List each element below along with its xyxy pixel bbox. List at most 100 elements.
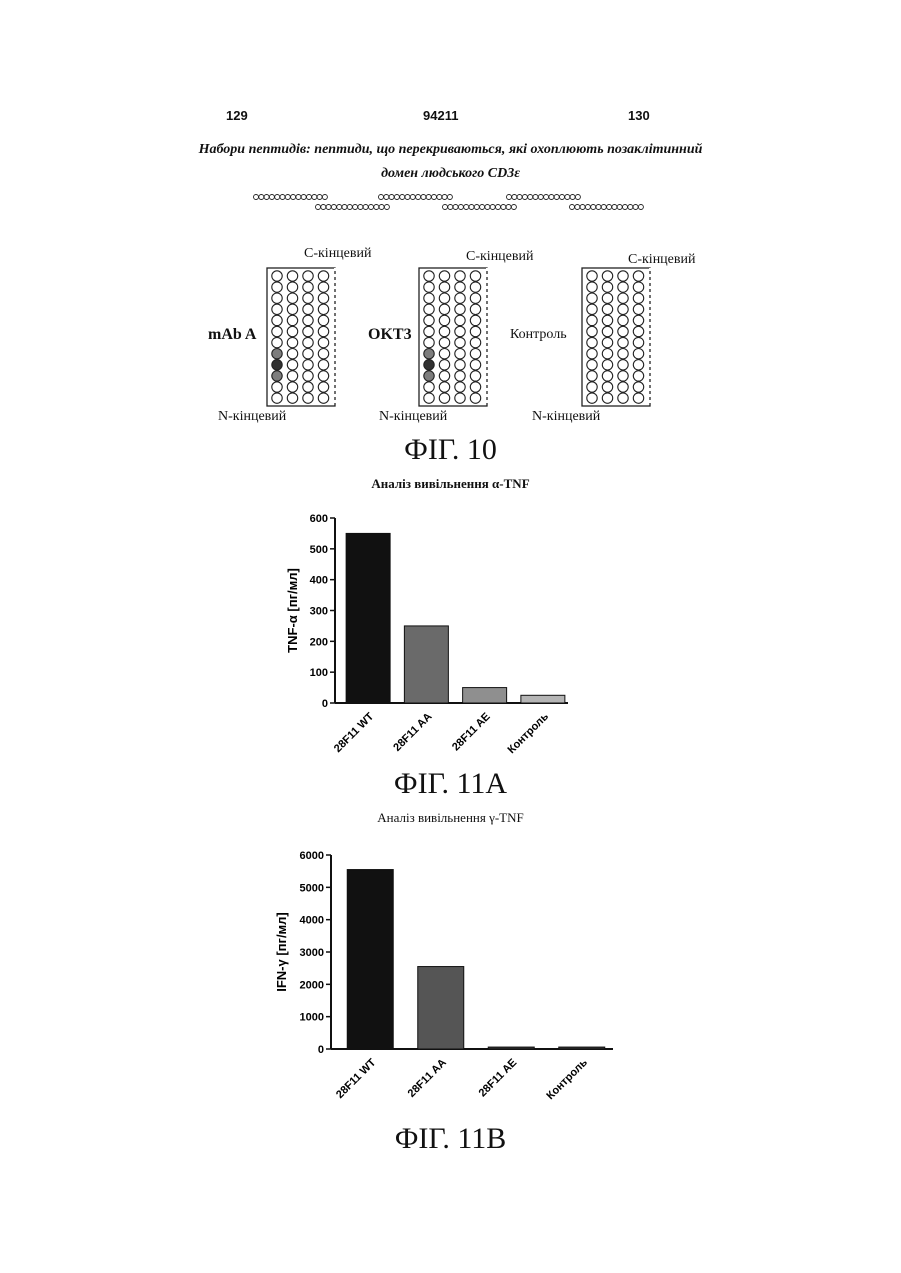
well (287, 337, 297, 347)
well (470, 271, 480, 281)
well (470, 337, 480, 347)
well (424, 393, 434, 403)
well (587, 337, 597, 347)
x-tick-label: 28F11 AA (406, 1057, 449, 1100)
well (424, 304, 434, 314)
well (470, 315, 480, 325)
well (272, 282, 282, 292)
well (287, 293, 297, 303)
plate-3-top-label: С-кінцевий (628, 252, 695, 268)
y-tick-label: 3000 (300, 947, 324, 959)
y-tick-label: 400 (310, 575, 328, 587)
well (439, 393, 449, 403)
well (602, 382, 612, 392)
y-tick-label: 1000 (300, 1012, 324, 1024)
plate-1-side-label: mAb A (208, 326, 256, 344)
positive-well (272, 349, 282, 359)
well (633, 360, 643, 370)
well (439, 349, 449, 359)
well (287, 326, 297, 336)
well (303, 371, 313, 381)
well (303, 349, 313, 359)
well (633, 326, 643, 336)
well (455, 393, 465, 403)
x-tick-label: 28F11 AE (450, 711, 493, 754)
well (602, 337, 612, 347)
well (587, 304, 597, 314)
well (633, 337, 643, 347)
well (287, 271, 297, 281)
well (424, 337, 434, 347)
positive-well (424, 371, 434, 381)
y-axis-label: IFN-γ [пг/мл] (274, 912, 289, 992)
fig11a-caption: ФІГ. 11A (0, 767, 901, 801)
fig11b-chart: 0100020003000400050006000IFN-γ [пг/мл]28… (0, 836, 901, 1126)
well (439, 382, 449, 392)
well (303, 304, 313, 314)
plate-1-top-label: С-кінцевий (304, 246, 371, 262)
well (424, 382, 434, 392)
well (318, 337, 328, 347)
well (455, 349, 465, 359)
well (318, 326, 328, 336)
y-tick-label: 500 (310, 544, 328, 556)
well (455, 326, 465, 336)
well (455, 304, 465, 314)
x-tick-label: 28F11 WT (332, 710, 377, 755)
well (587, 393, 597, 403)
well (633, 349, 643, 359)
well (602, 371, 612, 381)
y-tick-label: 300 (310, 606, 328, 618)
well (455, 293, 465, 303)
well (618, 304, 628, 314)
bar (488, 1047, 534, 1049)
well (272, 293, 282, 303)
well (602, 271, 612, 281)
fig11b-title: Аналіз вивільнення γ-TNF (0, 810, 901, 826)
well (633, 293, 643, 303)
well (455, 271, 465, 281)
bar (463, 688, 507, 703)
well (470, 382, 480, 392)
well (303, 337, 313, 347)
fig10-caption: ФІГ. 10 (0, 433, 901, 467)
y-tick-label: 0 (322, 698, 328, 710)
well (618, 360, 628, 370)
well (470, 282, 480, 292)
well (455, 337, 465, 347)
fig10-title-line1: Набори пептидів: пептиди, що перекривают… (0, 142, 901, 158)
well (587, 382, 597, 392)
peptide-chain-diagram (0, 185, 901, 215)
y-tick-label: 600 (310, 513, 328, 525)
y-tick-label: 5000 (300, 882, 324, 894)
y-tick-label: 100 (310, 667, 328, 679)
well (587, 293, 597, 303)
well (618, 393, 628, 403)
well (424, 271, 434, 281)
well (272, 326, 282, 336)
well (618, 382, 628, 392)
well (587, 326, 597, 336)
well (470, 326, 480, 336)
y-tick-label: 6000 (300, 850, 324, 862)
y-tick-label: 2000 (300, 979, 324, 991)
well (470, 371, 480, 381)
well (587, 282, 597, 292)
well (455, 282, 465, 292)
well (633, 282, 643, 292)
well (303, 393, 313, 403)
well (439, 271, 449, 281)
well (303, 360, 313, 370)
plate-2-side-label: OKT3 (368, 326, 412, 344)
well (318, 304, 328, 314)
bar (521, 695, 565, 703)
well (587, 315, 597, 325)
well (602, 304, 612, 314)
bar (346, 533, 390, 703)
well (318, 393, 328, 403)
x-tick-label: 28F11 AE (477, 1057, 520, 1100)
well (439, 360, 449, 370)
y-tick-label: 4000 (300, 915, 324, 927)
y-axis-label: TNF-α [пг/мл] (285, 568, 300, 653)
x-tick-label: 28F11 AA (391, 711, 434, 754)
